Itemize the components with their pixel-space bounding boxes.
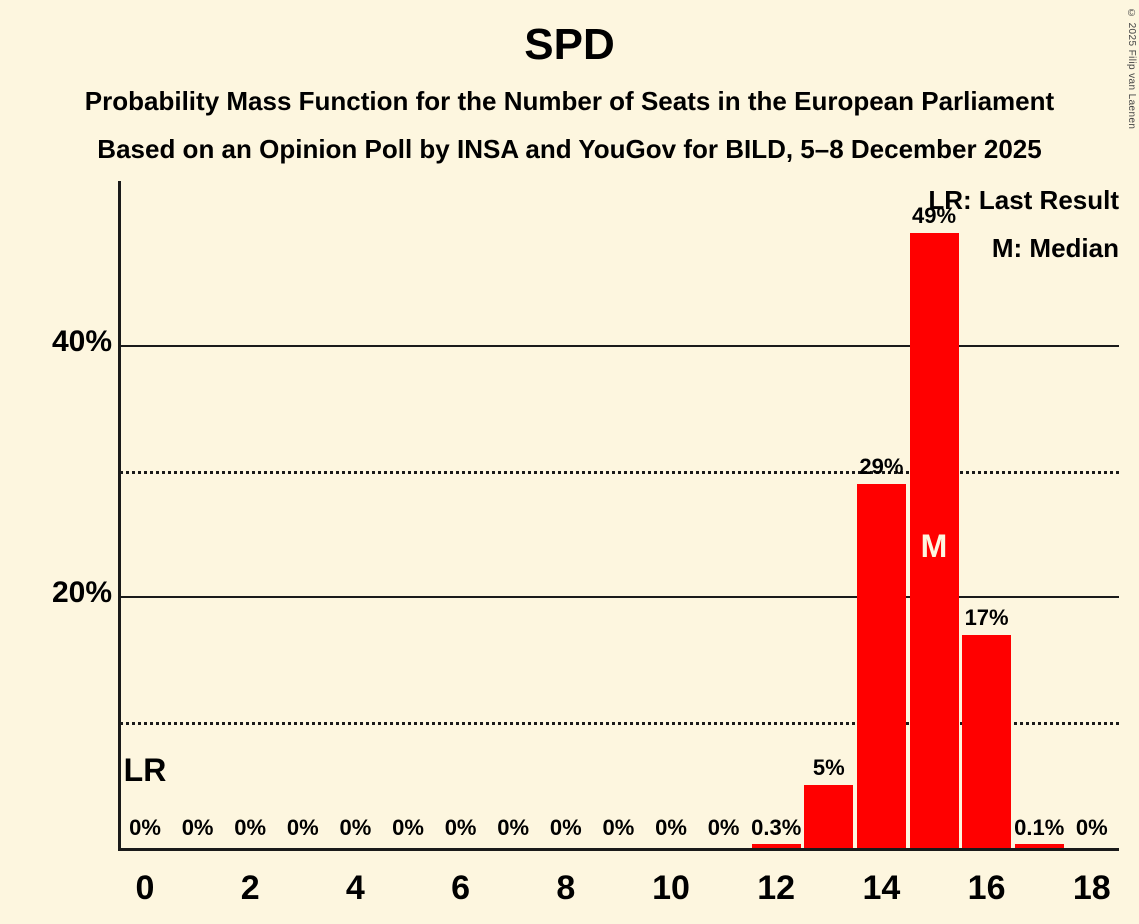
bar-label-seat-15: 49% [911,203,957,229]
copyright-notice: © 2025 Filip van Laenen [1126,8,1137,130]
bar-label-seat-8: 0% [549,815,582,840]
bar-seat-17 [1014,844,1064,848]
x-tick-label-2: 2 [240,869,260,907]
bar-label-seat-13: 5% [812,755,845,781]
bar-label-seat-2: 0% [234,815,267,840]
chart-subtitle: Probability Mass Function for the Number… [84,86,1055,116]
last-result-marker: LR [123,752,167,788]
x-tick-label-0: 0 [135,869,155,907]
x-tick-label-6: 6 [451,869,471,907]
bar-label-seat-14: 29% [859,454,904,480]
page-title: SPD [524,20,615,69]
bar-label-seat-18: 0% [1075,815,1108,840]
bar-label-seat-6: 0% [444,815,477,840]
bar-label-seat-1: 0% [181,815,214,840]
bar-label-seat-17: 0.1% [1014,815,1065,840]
gridline-30 [120,470,1119,474]
median-marker: M [920,528,948,564]
bar-seat-13 [804,785,854,848]
bar-label-seat-7: 0% [497,815,530,840]
bar-seat-12 [751,844,801,848]
bar-seat-15 [909,233,959,848]
x-tick-label-18: 18 [1072,869,1111,907]
bar-label-seat-16: 17% [964,604,1009,630]
bar-seat-16 [962,634,1012,848]
x-tick-label-8: 8 [556,869,576,907]
legend-median: M: Median [991,233,1119,263]
legend-last-result: LR: Last Result [928,185,1119,215]
bar-label-seat-10: 0% [655,815,687,840]
y-axis-line [118,181,121,851]
x-tick-label-4: 4 [345,869,365,907]
x-axis-line [118,848,1119,851]
y-tick-label-40: 40% [51,325,112,358]
x-tick-label-14: 14 [862,869,901,907]
chart-source-subtitle: Based on an Opinion Poll by INSA and You… [97,134,1042,164]
gridline-20 [120,596,1119,598]
y-tick-label-20: 20% [51,576,112,609]
x-tick-label-10: 10 [652,869,690,907]
x-tick-label-12: 12 [757,869,796,907]
bar-label-seat-12: 0.3% [751,815,802,840]
bar-label-seat-9: 0% [602,815,635,840]
bar-label-seat-5: 0% [392,815,424,840]
bar-label-seat-4: 0% [339,815,372,840]
bar-label-seat-0: 0% [129,815,161,840]
bar-label-seat-11: 0% [707,815,740,840]
x-tick-label-16: 16 [967,869,1006,907]
gridline-40 [120,345,1119,347]
bar-label-seat-3: 0% [286,815,319,840]
bar-seat-14 [856,484,906,848]
gridline-10 [120,721,1119,725]
